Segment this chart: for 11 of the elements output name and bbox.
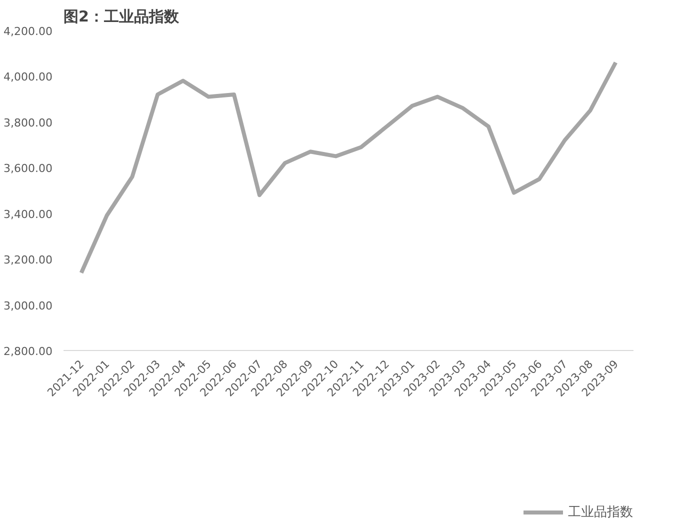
y-tick-label: 3,000.00 [4,299,52,312]
y-tick-label: 3,800.00 [4,116,52,130]
y-tick-label: 3,400.00 [4,208,52,221]
y-tick-label: 3,600.00 [4,162,52,176]
chart-title: 图2：工业品指数 [64,8,180,26]
y-tick-label: 2,800.00 [4,345,52,358]
y-tick-label: 3,200.00 [4,254,52,267]
legend-label: 工业品指数 [568,504,633,520]
line-series [79,60,618,275]
y-tick-label: 4,000.00 [4,70,52,84]
y-tick-label: 4,200.00 [4,25,52,38]
